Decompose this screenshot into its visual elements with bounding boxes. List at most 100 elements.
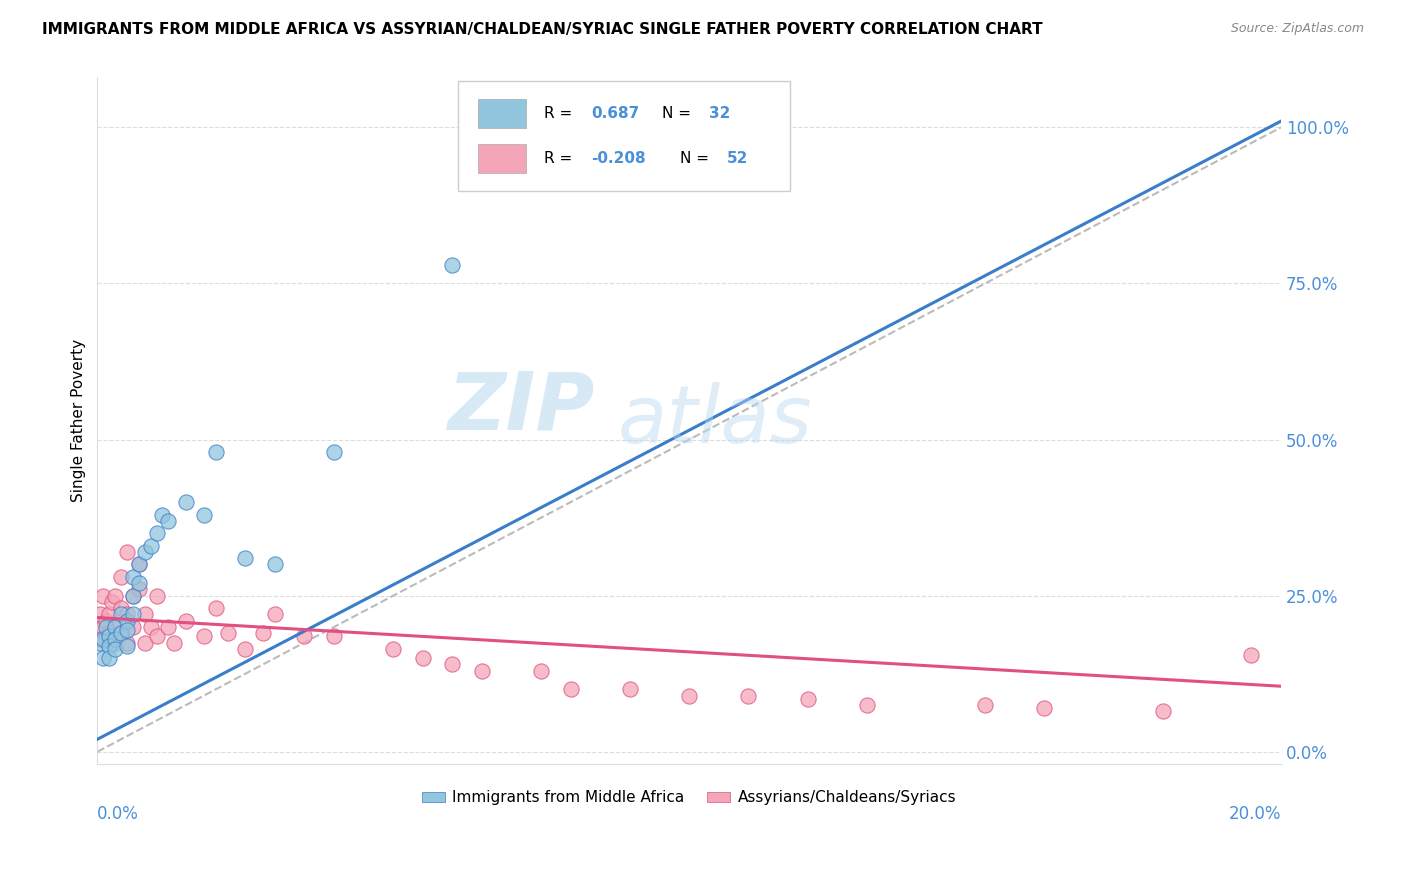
Point xyxy=(98,626,121,640)
Point xyxy=(115,545,138,559)
Point xyxy=(737,689,759,703)
Point xyxy=(128,582,150,597)
Text: R =: R = xyxy=(544,105,576,120)
Point xyxy=(157,620,180,634)
Point xyxy=(134,635,156,649)
Point xyxy=(233,641,256,656)
Text: Source: ZipAtlas.com: Source: ZipAtlas.com xyxy=(1230,22,1364,36)
Point xyxy=(89,607,111,622)
Text: R =: R = xyxy=(544,151,576,166)
Text: 32: 32 xyxy=(709,105,731,120)
Point xyxy=(139,539,162,553)
Point xyxy=(193,508,215,522)
Point xyxy=(128,576,150,591)
Point xyxy=(96,620,118,634)
Point xyxy=(441,657,464,672)
Point xyxy=(96,614,118,628)
Point xyxy=(115,607,138,622)
Point xyxy=(619,682,641,697)
Point xyxy=(121,620,143,634)
Point xyxy=(121,589,143,603)
Point xyxy=(252,626,274,640)
Text: 52: 52 xyxy=(727,151,748,166)
Point xyxy=(471,664,494,678)
Point xyxy=(110,607,132,622)
Point xyxy=(145,629,167,643)
Point xyxy=(91,632,114,647)
Point xyxy=(128,558,150,572)
Point xyxy=(264,558,287,572)
Text: -0.208: -0.208 xyxy=(591,151,645,166)
Point xyxy=(98,607,121,622)
Point xyxy=(110,626,132,640)
Point xyxy=(163,635,186,649)
Point xyxy=(412,651,434,665)
Point xyxy=(110,570,132,584)
Point xyxy=(89,632,111,647)
Point xyxy=(1033,701,1056,715)
Point xyxy=(441,258,464,272)
Point xyxy=(134,607,156,622)
Point xyxy=(174,614,197,628)
Point xyxy=(323,445,346,459)
Text: N =: N = xyxy=(662,105,696,120)
Point xyxy=(217,626,239,640)
Point xyxy=(104,635,127,649)
Point xyxy=(204,601,226,615)
Point xyxy=(121,589,143,603)
Point xyxy=(101,595,124,609)
Point xyxy=(104,620,127,634)
FancyBboxPatch shape xyxy=(458,81,790,191)
Point xyxy=(233,551,256,566)
Point xyxy=(855,698,877,712)
Point xyxy=(104,620,127,634)
Point xyxy=(134,545,156,559)
Point xyxy=(121,570,143,584)
Point xyxy=(104,632,127,647)
Text: 20.0%: 20.0% xyxy=(1229,805,1281,823)
Point xyxy=(145,589,167,603)
Text: IMMIGRANTS FROM MIDDLE AFRICA VS ASSYRIAN/CHALDEAN/SYRIAC SINGLE FATHER POVERTY : IMMIGRANTS FROM MIDDLE AFRICA VS ASSYRIA… xyxy=(42,22,1043,37)
Point xyxy=(264,607,287,622)
Point xyxy=(193,629,215,643)
Point xyxy=(115,623,138,637)
Legend: Immigrants from Middle Africa, Assyrians/Chaldeans/Syriacs: Immigrants from Middle Africa, Assyrians… xyxy=(416,784,963,812)
Point xyxy=(110,601,132,615)
Point xyxy=(139,620,162,634)
Point xyxy=(98,639,121,653)
Point xyxy=(157,514,180,528)
Point xyxy=(91,620,114,634)
Point xyxy=(128,558,150,572)
Point xyxy=(91,589,114,603)
Point xyxy=(1240,648,1263,662)
Point xyxy=(382,641,405,656)
Point xyxy=(323,629,346,643)
Point xyxy=(104,641,127,656)
Point xyxy=(204,445,226,459)
Point xyxy=(121,607,143,622)
Point xyxy=(115,614,138,628)
Point xyxy=(104,589,127,603)
Point xyxy=(1152,704,1174,718)
Text: 0.0%: 0.0% xyxy=(97,805,139,823)
Text: N =: N = xyxy=(679,151,714,166)
Y-axis label: Single Father Poverty: Single Father Poverty xyxy=(72,339,86,502)
Point xyxy=(678,689,700,703)
Bar xyxy=(478,145,526,173)
Point xyxy=(98,629,121,643)
Point xyxy=(115,639,138,653)
Point xyxy=(294,629,316,643)
Bar xyxy=(478,99,526,128)
Point xyxy=(174,495,197,509)
Point xyxy=(530,664,553,678)
Text: 0.687: 0.687 xyxy=(591,105,640,120)
Point xyxy=(98,651,121,665)
Point xyxy=(89,635,111,649)
Point xyxy=(152,508,174,522)
Point xyxy=(974,698,997,712)
Point xyxy=(796,691,818,706)
Text: atlas: atlas xyxy=(619,382,813,460)
Point xyxy=(560,682,582,697)
Point xyxy=(110,626,132,640)
Point xyxy=(115,635,138,649)
